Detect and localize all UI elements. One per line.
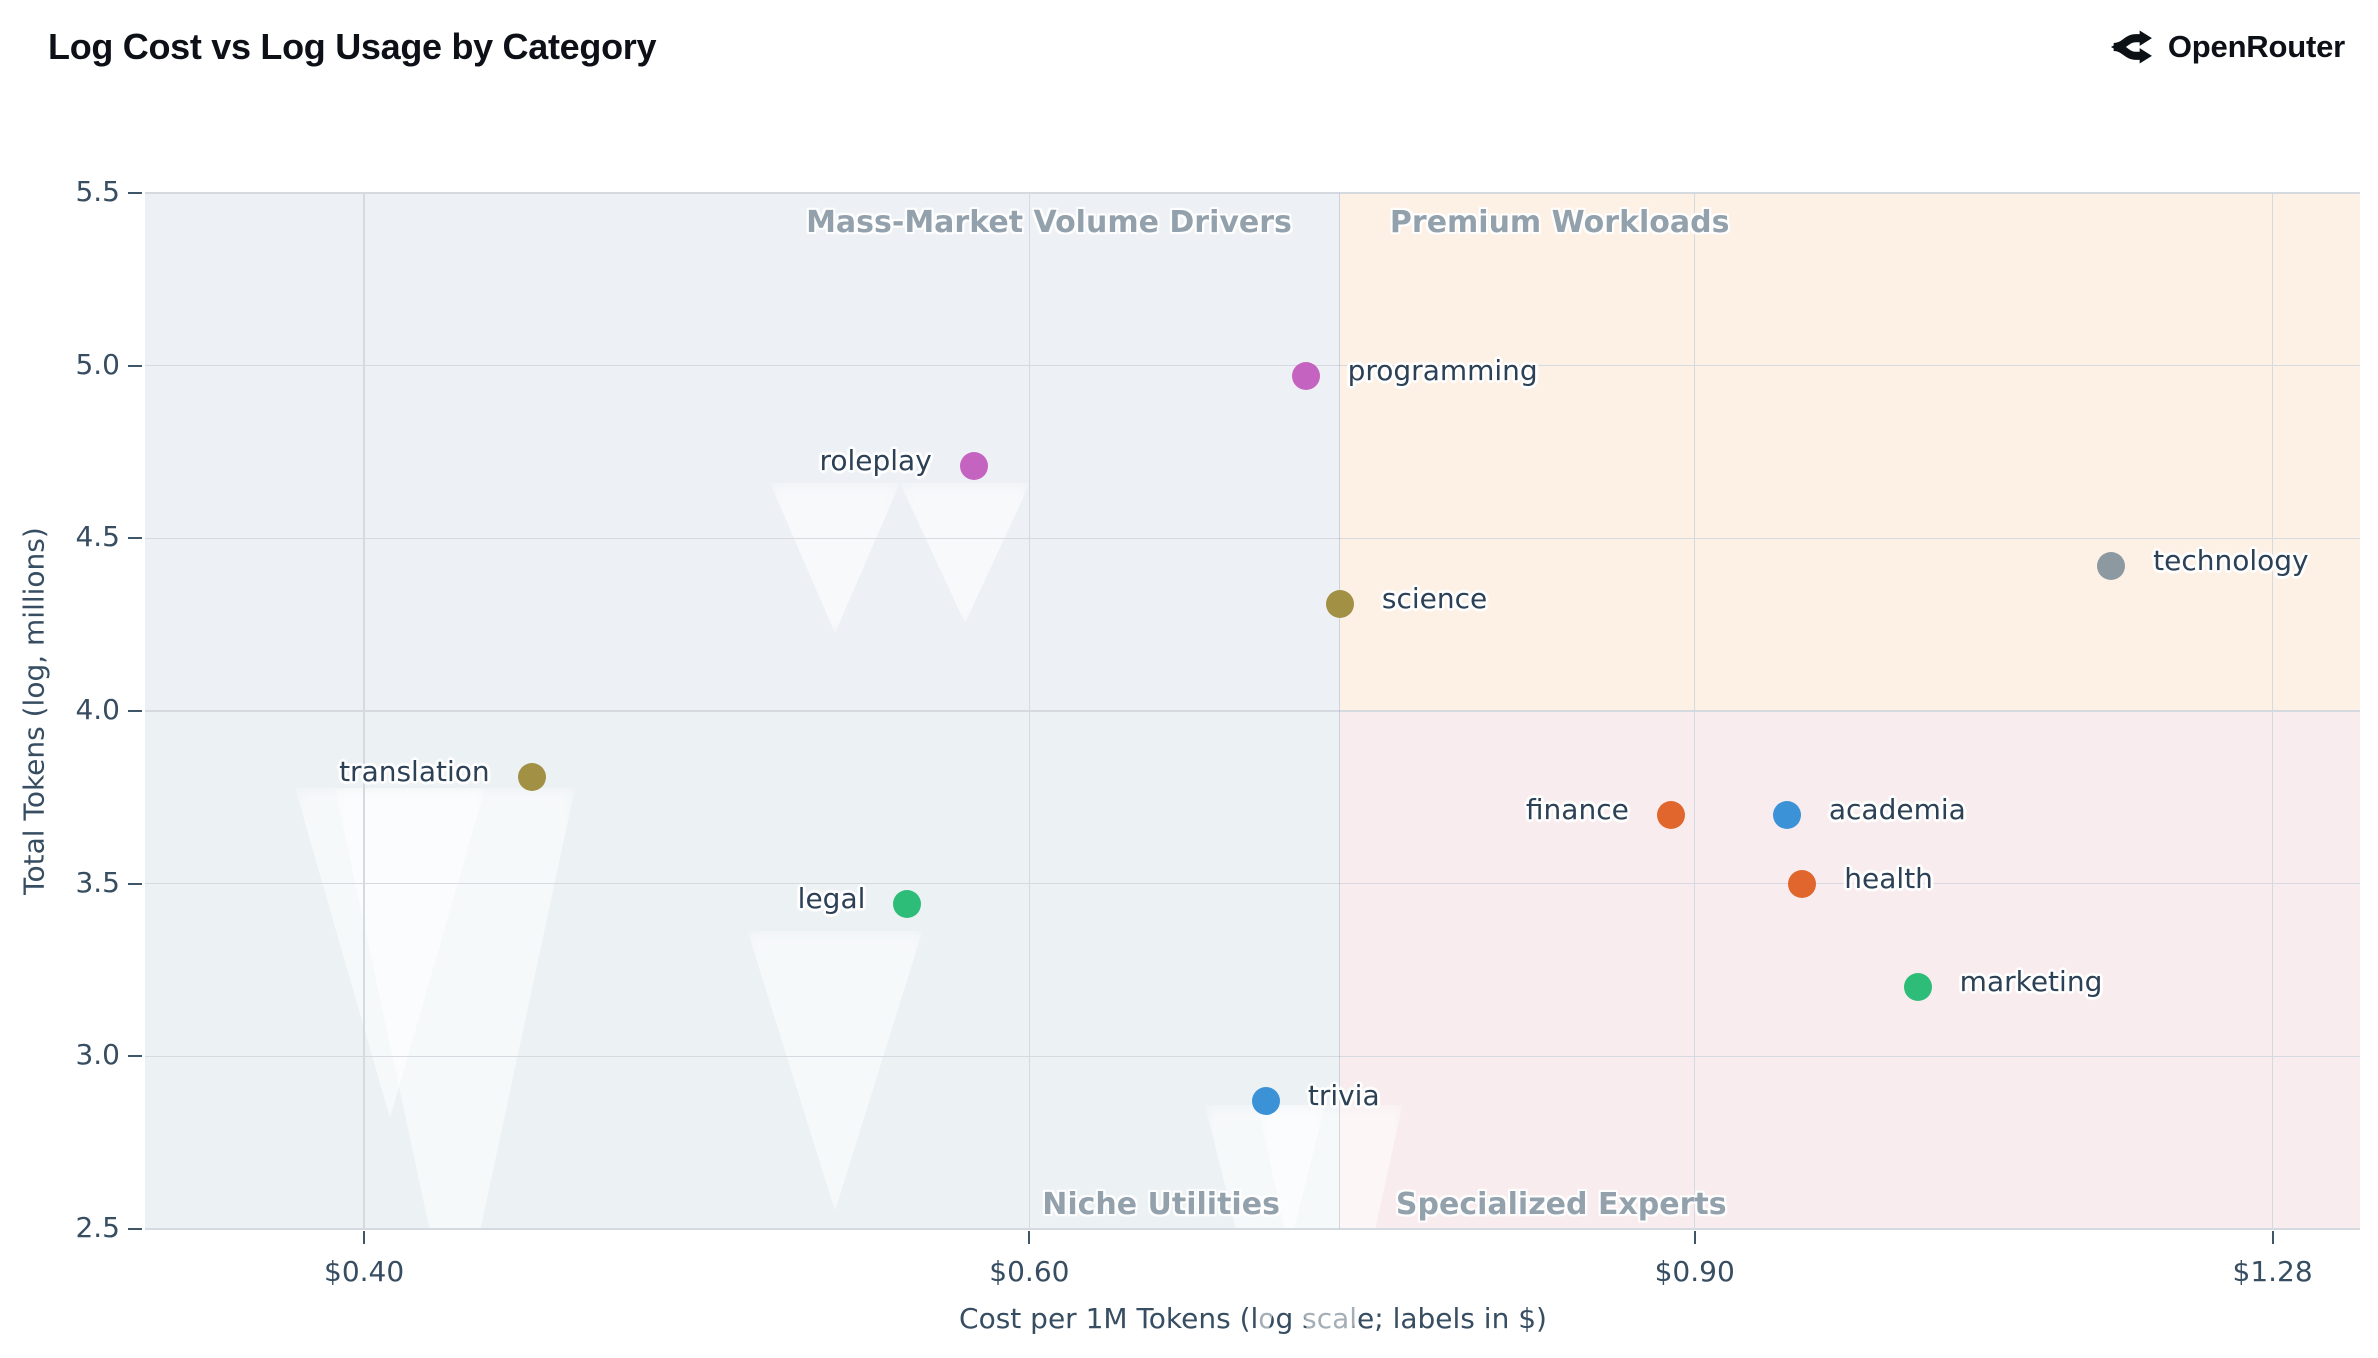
x-axis-tick-label: $0.90 [1654, 1255, 1735, 1288]
y-axis-tick [128, 192, 142, 194]
quadrant-specialized-experts-background [1339, 711, 2360, 1229]
point-label-programming: programming [1347, 354, 1538, 388]
vertical-gridline [2271, 193, 2274, 1229]
y-axis-tick-label: 2.5 [75, 1211, 120, 1244]
y-axis-tick-label: 5.0 [75, 347, 120, 381]
point-label-science: science [1381, 581, 1488, 615]
openrouter-logo: OpenRouter [2109, 24, 2345, 70]
point-label-translation: translation [339, 754, 490, 788]
horizontal-gridline [145, 192, 2360, 194]
data-point-translation [517, 762, 546, 791]
point-label-marketing: marketing [1959, 965, 2103, 999]
data-point-academia [1772, 800, 1801, 829]
vertical-gridline [1693, 193, 1696, 1229]
x-axis-tick [1693, 1231, 1696, 1244]
data-point-finance [1656, 800, 1685, 829]
brand-name: OpenRouter [2167, 29, 2345, 64]
quadrant-label-niche: Niche Utilities [1042, 1187, 1280, 1222]
horizontal-gridline [145, 537, 2360, 540]
x-axis-tick-label: $0.40 [324, 1255, 405, 1288]
openrouter-fork-icon [2109, 24, 2155, 70]
point-label-academia: academia [1828, 792, 1966, 826]
data-point-science [1325, 589, 1354, 618]
y-axis-tick [128, 1228, 142, 1230]
x-axis-tick-label: $1.28 [2232, 1255, 2313, 1288]
vertical-gridline [363, 193, 365, 1229]
data-point-legal [893, 890, 922, 919]
y-axis-tick-label: 4.0 [75, 693, 120, 726]
data-point-roleplay [959, 451, 988, 480]
quadrant-mass-market-background [145, 193, 1340, 711]
quadrant-premium-workloads-background [1339, 193, 2360, 711]
x-axis-tick-label: $0.60 [989, 1255, 1070, 1288]
scatter-plot-area: Mass-Market Volume Drivers Premium Worklo… [145, 192, 2360, 1358]
horizontal-gridline [145, 882, 2360, 885]
x-axis-tick [363, 1231, 366, 1244]
point-label-roleplay: roleplay [819, 443, 932, 477]
y-axis-tick-label: 3.5 [75, 865, 120, 899]
y-axis-tick [128, 1055, 142, 1058]
point-label-health: health [1844, 861, 1933, 895]
data-point-programming [1291, 362, 1320, 391]
y-axis-tick-label: 3.0 [75, 1038, 120, 1072]
x-axis-tick [1028, 1231, 1031, 1244]
point-label-legal: legal [797, 882, 866, 916]
horizontal-gridline [145, 710, 2360, 712]
point-label-technology: technology [2153, 543, 2309, 577]
horizontal-gridline [145, 1228, 2360, 1230]
horizontal-gridline [145, 364, 2360, 367]
vertical-gridline [1028, 193, 1031, 1229]
quadrant-split-line [1339, 193, 1341, 1229]
quadrant-label-specialized: Specialized Experts [1395, 1187, 1727, 1222]
y-axis-tick-label: 4.5 [75, 520, 120, 554]
y-axis-tick [128, 710, 142, 712]
point-label-trivia: trivia [1307, 1079, 1380, 1113]
y-axis-tick [128, 537, 142, 540]
horizontal-gridline [145, 1055, 2360, 1058]
data-point-technology [2097, 551, 2126, 580]
x-axis-tick [2271, 1231, 2274, 1244]
page-title: Log Cost vs Log Usage by Category [48, 26, 657, 67]
y-axis-tick [128, 882, 142, 885]
x-axis-title: Cost per 1M Tokens (log scale; labels in… [959, 1302, 1547, 1335]
data-point-trivia [1251, 1087, 1280, 1116]
point-label-finance: finance [1525, 792, 1629, 826]
quadrant-label-premium: Premium Workloads [1389, 205, 1730, 240]
data-point-marketing [1903, 973, 1932, 1002]
y-axis-tick [128, 364, 142, 367]
y-axis-tick-label: 5.5 [75, 175, 120, 208]
data-point-health [1788, 869, 1817, 898]
quadrant-label-mass-market: Mass-Market Volume Drivers [806, 205, 1292, 240]
